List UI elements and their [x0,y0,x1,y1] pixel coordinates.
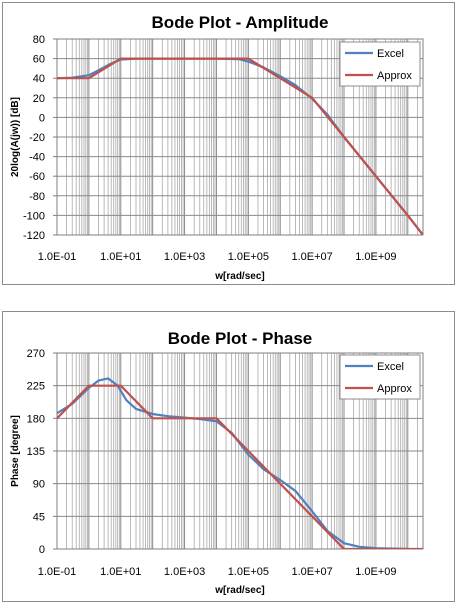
x-tick-label: 1.0E+03 [164,251,205,263]
y-tick-label: 0 [39,544,45,556]
y-tick-label: 60 [33,54,45,66]
x-tick-label: 1.0E+01 [100,251,141,263]
x-tick-label: 1.0E+09 [355,566,396,578]
y-tick-label: -80 [29,191,45,203]
y-tick-label: 135 [27,446,45,458]
x-tick-label: 1.0E+03 [164,566,205,578]
y-tick-label: -60 [29,171,45,183]
x-tick-label: 1.0E+09 [355,251,396,263]
y-tick-label: 80 [33,34,45,46]
legend-label-approx: Approx [377,70,412,82]
y-tick-label: 0 [39,112,45,124]
y-tick-label: 180 [27,413,45,425]
phase-chart: 270 225 180 135 90 45 0 1.0E-01 1.0E+01 1.0E+03 1.… [2,311,455,602]
y-tick-label: -40 [29,152,45,164]
y-tick-label: 40 [33,73,45,85]
legend-box [339,41,421,87]
legend-label-excel: Excel [377,361,404,373]
x-tick-label: 1.0E+07 [291,566,332,578]
legend-label-excel: Excel [377,48,404,60]
y-axis-label: 20log(A(jw)) [dB] [10,97,21,177]
chart-title: Bode Plot - Amplitude [152,13,329,32]
y-tick-label: 90 [33,479,45,491]
y-tick-label: 270 [27,348,45,360]
x-axis-label: w[rad/sec] [214,585,264,596]
x-axis-label: w[rad/sec] [214,271,264,282]
y-tick-label: -20 [29,132,45,144]
chart-title: Bode Plot - Phase [168,329,313,348]
amplitude-chart: 80 60 40 20 0 -20 -40 -60 -80 -100 -120 1.0E-01 1.0E… [2,2,455,285]
y-tick-label: 225 [27,381,45,393]
x-tick-label: 1.0E+05 [228,566,269,578]
y-tick-label: -100 [23,210,45,222]
legend: Excel Approx [339,41,421,87]
phase-chart-svg: 270 225 180 135 90 45 0 1.0E-01 1.0E+01 1.0E+03 1.… [10,329,424,596]
phase-series-approx-line [57,384,423,549]
y-tick-label: 20 [33,93,45,105]
legend: Excel Approx [339,354,421,400]
legend-box [339,354,421,400]
x-tick-label: 1.0E+07 [291,251,332,263]
legend-label-approx: Approx [377,383,412,395]
phase-series-excel-line [57,377,408,549]
x-tick-label: 1.0E+01 [100,566,141,578]
x-tick-label: 1.0E-01 [38,251,77,263]
y-tick-label: 45 [33,511,45,523]
x-tick-label: 1.0E-01 [38,566,77,578]
y-tick-label: -120 [23,230,45,242]
y-axis-label: Phase [degree] [10,415,21,487]
amplitude-chart-svg: 80 60 40 20 0 -20 -40 -60 -80 -100 -120 1.0E-01 1.0E… [10,13,424,282]
x-tick-label: 1.0E+05 [228,251,269,263]
amplitude-series-approx-line [57,57,423,235]
